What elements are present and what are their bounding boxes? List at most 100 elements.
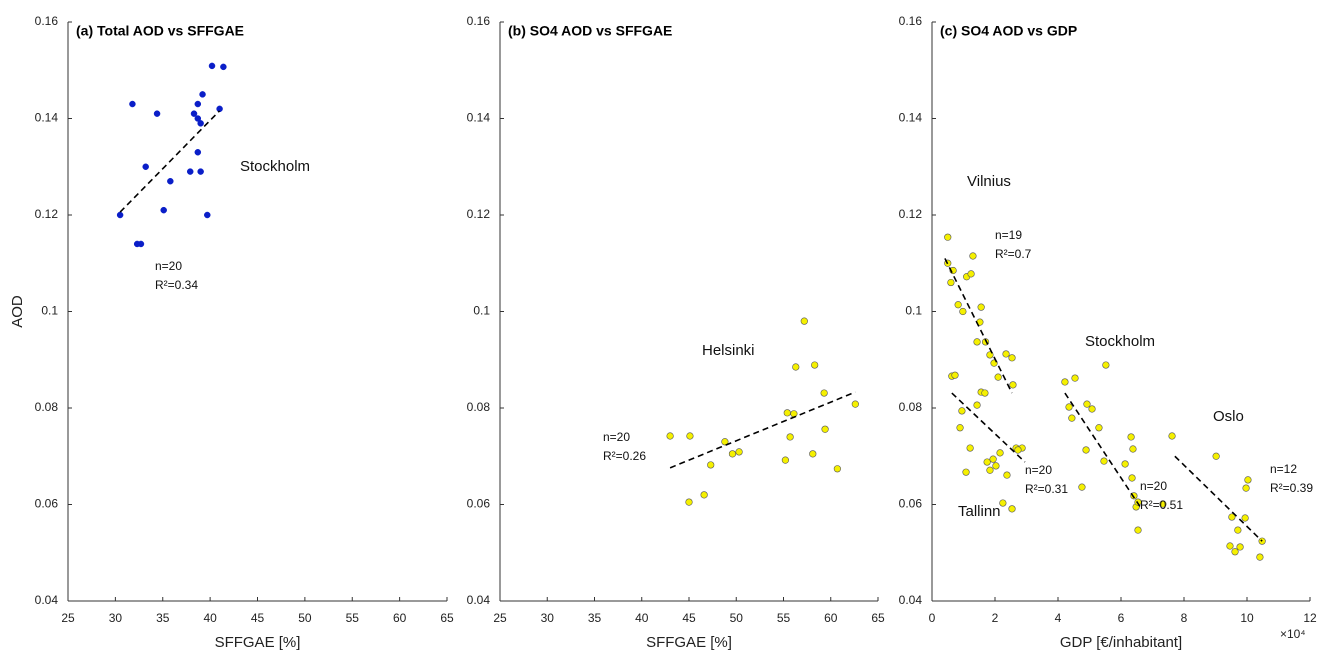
x-tick-label: 30 [541, 611, 555, 625]
y-tick-label: 0.16 [899, 14, 923, 28]
y-tick-label: 0.14 [467, 111, 491, 125]
point [685, 498, 693, 506]
x-tick-label: 35 [156, 611, 170, 625]
x-tick-label: 50 [298, 611, 312, 625]
point [1008, 505, 1016, 513]
x-tick-label: 55 [777, 611, 791, 625]
point [969, 252, 977, 260]
point [1065, 403, 1073, 411]
fit-line [669, 391, 856, 469]
point [686, 432, 694, 440]
point [666, 432, 674, 440]
y-tick-label: 0.06 [899, 497, 923, 511]
series-label: Vilnius [967, 173, 1011, 190]
point [197, 168, 204, 175]
point [1088, 405, 1096, 413]
point [1159, 500, 1167, 508]
x-tick-label: 35 [588, 611, 602, 625]
y-tick-label: 0.14 [899, 111, 923, 125]
point [947, 278, 955, 287]
point [194, 149, 202, 156]
x-tick-label: 0 [929, 611, 936, 625]
fit-stat: R²=0.51 [1140, 498, 1183, 512]
fit-line [1064, 392, 1142, 509]
x-axis-label: SFFGAE [%] [646, 634, 732, 651]
point [790, 410, 798, 418]
x-tick-label: 25 [493, 611, 507, 625]
x-tick-label: 8 [1181, 611, 1188, 625]
point [989, 455, 997, 463]
point [194, 100, 202, 108]
x-tick-label: 65 [871, 611, 885, 625]
y-tick-label: 0.06 [35, 497, 59, 511]
fit-stat: R²=0.31 [1025, 482, 1068, 496]
point [1121, 460, 1129, 468]
point [208, 62, 216, 70]
series-label: Stockholm [1085, 333, 1155, 350]
x-tick-label: 25 [61, 611, 75, 625]
point [137, 240, 145, 248]
y-tick-label: 0.06 [467, 497, 491, 511]
point [833, 465, 841, 473]
point [951, 371, 959, 379]
fit-stat: n=19 [995, 228, 1022, 242]
panel-title: (c) SO4 AOD vs GDP [940, 23, 1077, 39]
point [1102, 361, 1110, 369]
x-axis-label: GDP [€/inhabitant] [1060, 634, 1182, 651]
point [956, 424, 964, 432]
point [996, 449, 1004, 457]
point [1242, 484, 1250, 492]
point [983, 458, 991, 466]
fit-stat: n=12 [1270, 462, 1297, 476]
series-label: Stockholm [240, 158, 310, 175]
point [1134, 526, 1142, 534]
point [1078, 483, 1086, 491]
x-tick-label: 2 [992, 611, 999, 625]
point [958, 407, 966, 415]
point [977, 303, 985, 311]
y-tick-label: 0.12 [899, 207, 923, 221]
point [981, 389, 989, 397]
x-tick-label: 10 [1240, 611, 1254, 625]
fit-stat: n=20 [155, 259, 182, 273]
series-label: Tallinn [958, 503, 1001, 520]
x-tick-label: 40 [635, 611, 649, 625]
point [204, 211, 211, 219]
point [999, 499, 1007, 507]
point [1095, 424, 1103, 432]
point [1083, 400, 1091, 408]
point [1100, 457, 1108, 465]
point [190, 110, 198, 117]
y-tick-label: 0.14 [35, 111, 59, 125]
point [160, 206, 167, 214]
point [1003, 471, 1011, 479]
point [967, 270, 975, 278]
point [959, 307, 967, 316]
fit-line [1174, 455, 1263, 542]
y-tick-label: 0.1 [905, 304, 922, 318]
point [1128, 474, 1136, 482]
point [728, 450, 737, 458]
point [116, 211, 124, 219]
x-tick-label: 45 [251, 611, 265, 625]
y-tick-label: 0.12 [467, 207, 491, 221]
x-axis-label: SFFGAE [%] [215, 634, 301, 651]
fit-stat: n=20 [603, 430, 630, 444]
point [721, 438, 729, 446]
y-tick-label: 0.04 [35, 593, 59, 607]
fit-stat: n=20 [1140, 479, 1167, 493]
x-tick-label: 60 [824, 611, 838, 625]
point [973, 401, 981, 409]
fit-stat: R²=0.26 [603, 449, 646, 463]
point [1226, 542, 1234, 550]
point [1082, 446, 1090, 454]
point [1071, 374, 1079, 382]
point [809, 450, 817, 458]
x-tick-label: 40 [203, 611, 217, 625]
point [966, 444, 974, 452]
point [992, 462, 1000, 470]
x-tick-label: 4 [1055, 611, 1062, 625]
y-tick-label: 0.1 [41, 304, 58, 318]
fit-stat: R²=0.7 [995, 247, 1032, 261]
